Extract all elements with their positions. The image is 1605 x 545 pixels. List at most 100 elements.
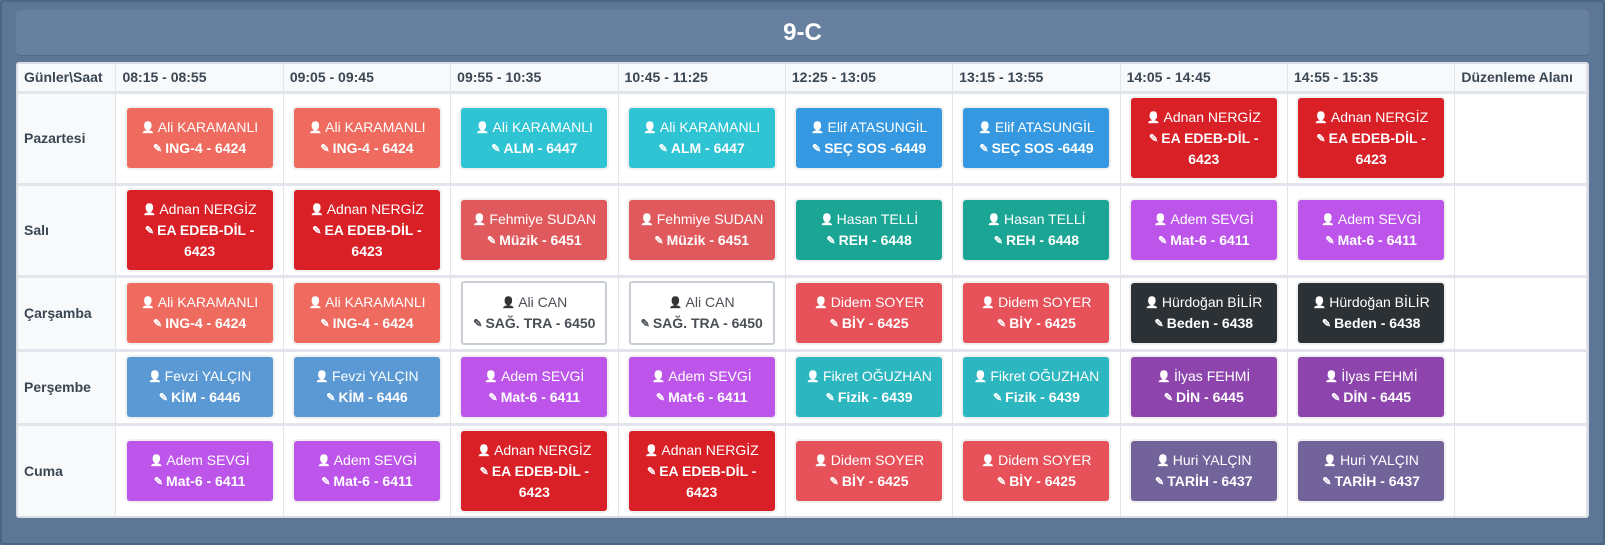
lesson-card[interactable]: 👤 Adem SEVGİ ✎ Mat-6 - 6411 (628, 357, 775, 417)
teacher-line: 👤 Fikret OĞUZHAN (967, 366, 1105, 387)
edit-area-cell[interactable] (1454, 350, 1587, 426)
lesson-card[interactable]: 👤 Didem SOYER ✎ BİY - 6425 (963, 283, 1110, 343)
teacher-name: İlyas FEHMİ (1341, 368, 1418, 384)
lesson-card[interactable]: 👤 Adem SEVGİ ✎ Mat-6 - 6411 (1298, 200, 1445, 260)
lesson-card[interactable]: 👤 Adem SEVGİ ✎ Mat-6 - 6411 (126, 440, 273, 501)
lesson-card[interactable]: 👤 Ali KARAMANLI ✎ ALM - 6447 (461, 108, 608, 168)
lesson-card[interactable]: 👤 Fikret OĞUZHAN ✎ Fizik - 6439 (963, 357, 1110, 417)
course-line: ✎ BİY - 6425 (967, 313, 1105, 334)
lesson-slot: 👤 Ali KARAMANLI ✎ ING-4 - 6424 (283, 276, 452, 352)
lesson-card[interactable]: 👤 Elif ATASUNGİL ✎ SEÇ SOS -6449 (796, 108, 943, 168)
course-line: ✎ TARİH - 6437 (1302, 471, 1440, 492)
teacher-line: 👤 Adnan NERGİZ (633, 440, 771, 461)
teacher-name: Didem SOYER (998, 451, 1092, 468)
lesson-card[interactable]: 👤 Didem SOYER ✎ BİY - 6425 (963, 440, 1110, 501)
lesson-slot: 👤 Huri YALÇIN ✎ TARİH - 6437 (1287, 424, 1456, 516)
teacher-line: 👤 Ali KARAMANLI (465, 117, 603, 138)
course-code: Mat-6 - 6411 (166, 472, 246, 489)
day-row-cuma: Cuma 👤 Adem SEVGİ ✎ Mat-6 - 6411 👤 Adem SEVGİ ✎… (18, 424, 1587, 516)
lesson-card[interactable]: 👤 Hürdoğan BİLİR ✎ Beden - 6438 (1130, 283, 1277, 343)
teacher-name: Ali CAN (518, 294, 568, 310)
course-line: ✎ EA EDEB-DİL - 6423 (298, 220, 436, 261)
lesson-card[interactable]: 👤 Fevzi YALÇIN ✎ KİM - 6446 (126, 357, 273, 417)
teacher-name: Ali KARAMANLI (157, 294, 259, 310)
lesson-slot: 👤 Fehmiye SUDAN ✎ Müzik - 6451 (450, 184, 619, 278)
edit-icon: ✎ (1331, 392, 1341, 404)
lesson-slot: 👤 Huri YALÇIN ✎ TARİH - 6437 (1120, 424, 1288, 516)
lesson-card[interactable]: 👤 Ali KARAMANLI ✎ ALM - 6447 (628, 108, 775, 168)
lesson-slot: 👤 Ali CAN ✎ SAĞ. TRA - 6450 (450, 276, 619, 352)
teacher-line: 👤 Ali KARAMANLI (298, 292, 436, 313)
teacher-line: 👤 Didem SOYER (967, 292, 1105, 313)
day-label: Pazartesi (18, 92, 117, 186)
lesson-card[interactable]: 👤 Ali KARAMANLI ✎ ING-4 - 6424 (293, 108, 440, 168)
lesson-slot: 👤 Fevzi YALÇIN ✎ KİM - 6446 (115, 350, 284, 426)
course-code: ING-4 - 6424 (332, 315, 414, 331)
teacher-line: 👤 Adem SEVGİ (131, 450, 269, 471)
lesson-card[interactable]: 👤 Adem SEVGİ ✎ Mat-6 - 6411 (293, 440, 440, 501)
lesson-slot: 👤 Hasan TELLİ ✎ REH - 6448 (952, 184, 1121, 278)
lesson-card[interactable]: 👤 Adnan NERGİZ ✎ EA EDEB-DİL - 6423 (628, 430, 775, 511)
edit-icon: ✎ (979, 143, 989, 155)
lesson-card[interactable]: 👤 Adnan NERGİZ ✎ EA EDEB-DİL - 6423 (126, 190, 273, 270)
lesson-card[interactable]: 👤 Adnan NERGİZ ✎ EA EDEB-DİL - 6423 (1130, 98, 1277, 178)
teacher-line: 👤 Adem SEVGİ (633, 366, 771, 387)
edit-icon: ✎ (993, 235, 1003, 247)
course-line: ✎ ING-4 - 6424 (131, 313, 269, 334)
teacher-line: 👤 Ali KARAMANLI (131, 117, 269, 138)
lesson-slot: 👤 Didem SOYER ✎ BİY - 6425 (785, 276, 954, 352)
lesson-card[interactable]: 👤 Fikret OĞUZHAN ✎ Fizik - 6439 (796, 357, 943, 417)
lesson-card[interactable]: 👤 Elif ATASUNGİL ✎ SEÇ SOS -6449 (963, 108, 1110, 168)
course-code: TARİH - 6437 (1167, 472, 1253, 489)
lesson-card[interactable]: 👤 Huri YALÇIN ✎ TARİH - 6437 (1298, 440, 1445, 501)
teacher-name: Adnan NERGİZ (326, 201, 424, 217)
course-code: Mat-6 - 6411 (333, 472, 413, 489)
lesson-card[interactable]: 👤 Ali CAN ✎ SAĞ. TRA - 6450 (628, 281, 775, 345)
teacher-line: 👤 Fehmiye SUDAN (465, 209, 603, 230)
course-code: BİY - 6425 (1009, 315, 1076, 331)
lesson-card[interactable]: 👤 Ali KARAMANLI ✎ ING-4 - 6424 (126, 283, 273, 343)
lesson-card[interactable]: 👤 Hasan TELLİ ✎ REH - 6448 (796, 200, 943, 260)
user-icon: 👤 (814, 454, 828, 467)
course-code: Beden - 6438 (1334, 315, 1421, 331)
edit-icon: ✎ (646, 465, 657, 478)
lesson-slot: 👤 Fehmiye SUDAN ✎ Müzik - 6451 (618, 184, 786, 278)
lesson-card[interactable]: 👤 Didem SOYER ✎ BİY - 6425 (796, 283, 943, 343)
lesson-card[interactable]: 👤 Adnan NERGİZ ✎ EA EDEB-DİL - 6423 (293, 190, 440, 270)
lesson-card[interactable]: 👤 Hasan TELLİ ✎ REH - 6448 (963, 200, 1110, 260)
lesson-card[interactable]: 👤 Adem SEVGİ ✎ Mat-6 - 6411 (1130, 200, 1277, 260)
lesson-card[interactable]: 👤 Fehmiye SUDAN ✎ Müzik - 6451 (461, 200, 608, 260)
course-line: ✎ ALM - 6447 (465, 138, 603, 159)
lesson-card[interactable]: 👤 Ali CAN ✎ SAĞ. TRA - 6450 (461, 281, 608, 345)
lesson-card[interactable]: 👤 Adnan NERGİZ ✎ EA EDEB-DİL - 6423 (461, 430, 608, 511)
edit-area-cell[interactable] (1454, 276, 1587, 352)
lesson-card[interactable]: 👤 Adnan NERGİZ ✎ EA EDEB-DİL - 6423 (1298, 98, 1445, 178)
user-icon: 👤 (475, 122, 490, 134)
user-icon: 👤 (308, 122, 323, 134)
lesson-card[interactable]: 👤 İlyas FEHMİ ✎ DİN - 6445 (1298, 357, 1445, 417)
edit-area-cell[interactable] (1454, 92, 1587, 186)
slot-header: 12:25 - 13:05 (785, 64, 954, 94)
lesson-card[interactable]: 👤 Didem SOYER ✎ BİY - 6425 (796, 440, 943, 501)
course-code: KİM - 6446 (171, 389, 241, 405)
teacher-line: 👤 Huri YALÇIN (1135, 450, 1273, 471)
lesson-card[interactable]: 👤 Adem SEVGİ ✎ Mat-6 - 6411 (461, 357, 608, 417)
course-line: ✎ Mat-6 - 6411 (465, 387, 603, 408)
user-icon: 👤 (1323, 454, 1338, 467)
edit-area-cell[interactable] (1454, 184, 1587, 278)
lesson-card[interactable]: 👤 Fehmiye SUDAN ✎ Müzik - 6451 (628, 200, 775, 260)
edit-icon: ✎ (473, 318, 483, 330)
user-icon: 👤 (1156, 454, 1170, 467)
edit-icon: ✎ (996, 318, 1007, 330)
course-line: ✎ Fizik - 6439 (967, 387, 1105, 408)
teacher-line: 👤 Hürdoğan BİLİR (1135, 292, 1273, 313)
lesson-card[interactable]: 👤 Ali KARAMANLI ✎ ING-4 - 6424 (293, 283, 440, 343)
lesson-card[interactable]: 👤 İlyas FEHMİ ✎ DİN - 6445 (1130, 357, 1277, 417)
course-line: ✎ Müzik - 6451 (633, 230, 771, 251)
lesson-card[interactable]: 👤 Fevzi YALÇIN ✎ KİM - 6446 (293, 357, 440, 417)
edit-area-cell[interactable] (1454, 424, 1587, 516)
lesson-card[interactable]: 👤 Huri YALÇIN ✎ TARİH - 6437 (1130, 440, 1277, 501)
course-code: EA EDEB-DİL - 6423 (1161, 130, 1259, 167)
lesson-card[interactable]: 👤 Hürdoğan BİLİR ✎ Beden - 6438 (1298, 283, 1445, 343)
lesson-card[interactable]: 👤 Ali KARAMANLI ✎ ING-4 - 6424 (126, 108, 273, 168)
